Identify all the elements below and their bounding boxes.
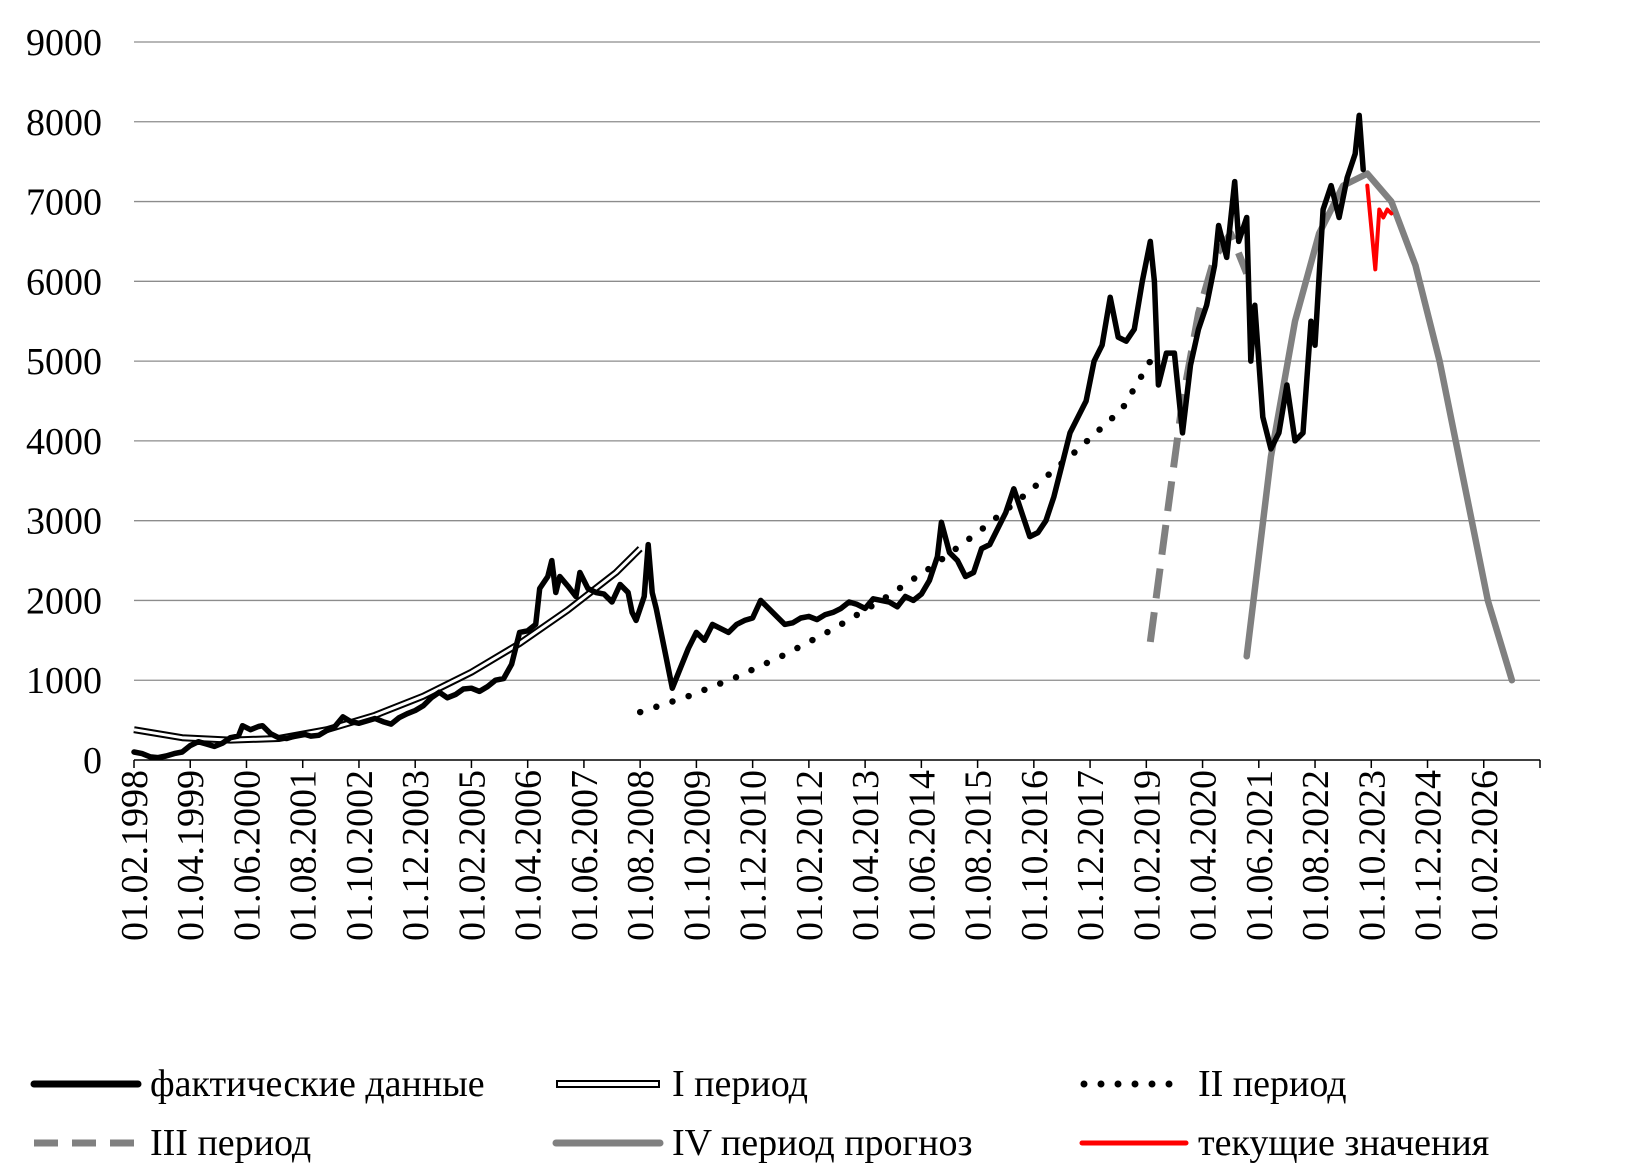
x-tick-label: 01.12.2017 xyxy=(1070,770,1112,941)
legend-item-actual: фактические данные xyxy=(30,1058,485,1110)
legend-item-period-1: I период xyxy=(552,1058,808,1110)
x-tick-label: 01.08.2001 xyxy=(283,770,325,941)
x-tick-label: 01.06.2014 xyxy=(901,770,943,941)
legend-label-period-2: II период xyxy=(1198,1063,1347,1105)
series-line-0 xyxy=(131,112,1366,761)
y-tick-label: 1000 xyxy=(26,660,102,702)
x-tick-label: 01.06.2021 xyxy=(1239,770,1281,941)
legend-swatch-period-2 xyxy=(1080,1080,1188,1088)
legend: фактические данные I период II период II… xyxy=(0,1055,1650,1172)
legend-swatch-period-4 xyxy=(552,1139,664,1147)
x-tick-label: 01.10.2009 xyxy=(676,770,718,941)
x-tick-label: 01.12.2003 xyxy=(395,770,437,941)
x-axis-tick-labels: 01.02.1998 01.04.1999 01.06.2000 01.08.2001… xyxy=(114,770,1506,941)
x-tick-label: 01.08.2022 xyxy=(1295,770,1337,941)
x-tick-label: 01.06.2007 xyxy=(564,770,606,941)
legend-label-period-3: III период xyxy=(150,1122,312,1164)
x-axis xyxy=(133,759,1541,768)
legend-item-period-4: IV период прогноз xyxy=(552,1117,972,1169)
x-tick-label: 01.02.1998 xyxy=(114,770,156,941)
series-lines xyxy=(131,112,1516,761)
x-tick-label: 01.04.2006 xyxy=(508,770,550,941)
legend-swatch-actual xyxy=(30,1080,142,1088)
legend-swatch-period-1 xyxy=(556,1080,660,1088)
legend-item-current: текущие значения xyxy=(1078,1117,1489,1169)
series-line-3 xyxy=(1146,230,1250,643)
x-tick-label: 01.12.2010 xyxy=(733,770,775,941)
x-tick-label: 01.02.2026 xyxy=(1464,770,1506,941)
legend-label-period-4: IV период прогноз xyxy=(672,1122,973,1164)
series-line-1 xyxy=(133,547,642,742)
y-tick-label: 2000 xyxy=(26,580,102,622)
x-tick-label: 01.04.1999 xyxy=(170,770,212,941)
y-tick-label: 7000 xyxy=(26,182,102,224)
legend-label-current: текущие значения xyxy=(1198,1122,1490,1164)
legend-label-period-1: I период xyxy=(672,1063,808,1105)
series-line-4 xyxy=(1243,170,1516,684)
legend-swatch-current xyxy=(1079,1140,1189,1146)
x-tick-label: 01.04.2013 xyxy=(845,770,887,941)
legend-label-actual: фактические данные xyxy=(150,1063,485,1105)
y-tick-label: 4000 xyxy=(26,421,102,463)
chart-area: 0 1000 2000 3000 4000 5000 6000 7000 8000 9000 01… xyxy=(26,22,1541,941)
x-tick-label: 01.10.2016 xyxy=(1014,770,1056,941)
x-tick-label: 01.02.2005 xyxy=(451,770,493,941)
y-tick-label: 3000 xyxy=(26,501,102,543)
x-tick-label: 01.10.2023 xyxy=(1351,770,1393,941)
y-tick-label: 5000 xyxy=(26,341,102,383)
x-tick-label: 01.08.2015 xyxy=(958,770,1000,941)
x-tick-label: 01.04.2020 xyxy=(1183,770,1225,941)
x-tick-label: 01.02.2012 xyxy=(789,770,831,941)
y-axis-tick-labels: 0 1000 2000 3000 4000 5000 6000 7000 8000 9000 xyxy=(26,22,102,782)
legend-item-period-2: II период xyxy=(1078,1058,1347,1110)
x-tick-label: 01.06.2000 xyxy=(226,770,268,941)
y-tick-label: 6000 xyxy=(26,261,102,303)
x-tick-label: 01.02.2019 xyxy=(1126,770,1168,941)
grid-lines xyxy=(134,41,1540,681)
y-tick-label: 9000 xyxy=(26,22,102,64)
y-tick-label: 0 xyxy=(83,740,102,782)
series-line-5 xyxy=(1365,183,1394,272)
x-tick-label: 01.12.2024 xyxy=(1408,770,1450,941)
x-tick-label: 01.08.2008 xyxy=(620,770,662,941)
y-tick-label: 8000 xyxy=(26,102,102,144)
legend-item-period-3: III период xyxy=(30,1117,311,1169)
x-tick-label: 01.10.2002 xyxy=(339,770,381,941)
series-line-2 xyxy=(636,357,1154,716)
legend-swatch-period-3 xyxy=(34,1139,138,1147)
